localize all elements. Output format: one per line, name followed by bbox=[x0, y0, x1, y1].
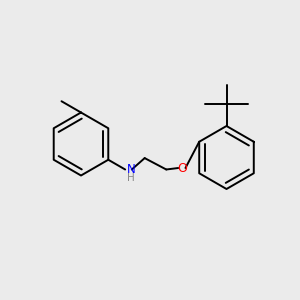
Text: H: H bbox=[127, 173, 134, 183]
Text: N: N bbox=[127, 163, 135, 176]
Text: O: O bbox=[177, 161, 187, 175]
